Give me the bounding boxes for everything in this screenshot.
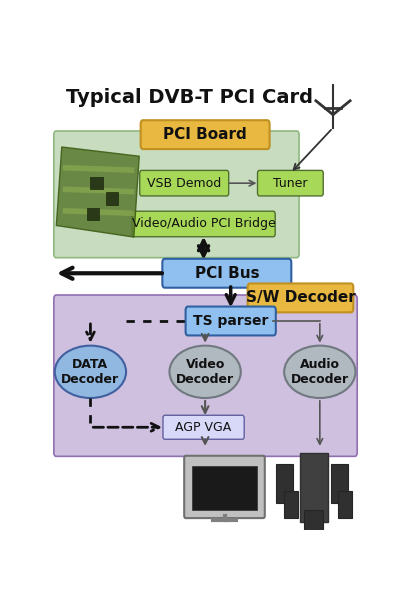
Text: Video/Audio PCI Bridge: Video/Audio PCI Bridge — [132, 218, 275, 231]
FancyBboxPatch shape — [247, 284, 353, 312]
Text: DATA
Decoder: DATA Decoder — [61, 358, 119, 386]
FancyBboxPatch shape — [54, 131, 299, 257]
Text: Typical DVB-T PCI Card: Typical DVB-T PCI Card — [67, 88, 314, 107]
FancyBboxPatch shape — [54, 295, 357, 457]
Text: Tuner: Tuner — [273, 176, 308, 190]
FancyBboxPatch shape — [87, 208, 99, 220]
Ellipse shape — [284, 346, 355, 398]
Text: PCI Bus: PCI Bus — [194, 266, 259, 281]
FancyBboxPatch shape — [163, 415, 244, 439]
FancyBboxPatch shape — [162, 259, 291, 288]
FancyBboxPatch shape — [331, 464, 348, 502]
Text: TS parser: TS parser — [193, 314, 268, 328]
Ellipse shape — [170, 346, 241, 398]
FancyBboxPatch shape — [276, 464, 294, 502]
FancyBboxPatch shape — [192, 465, 257, 510]
FancyBboxPatch shape — [284, 491, 298, 518]
Text: PCI Board: PCI Board — [163, 127, 247, 142]
FancyBboxPatch shape — [338, 491, 352, 518]
FancyBboxPatch shape — [90, 177, 103, 190]
Ellipse shape — [55, 346, 126, 398]
Text: Video
Decoder: Video Decoder — [176, 358, 234, 386]
Text: VSB Demod: VSB Demod — [147, 176, 221, 190]
Text: AGP VGA: AGP VGA — [176, 421, 232, 434]
FancyBboxPatch shape — [141, 120, 269, 149]
Polygon shape — [56, 147, 139, 237]
FancyBboxPatch shape — [140, 170, 229, 196]
Text: Audio
Decoder: Audio Decoder — [291, 358, 349, 386]
Text: S/W Decoder: S/W Decoder — [245, 290, 355, 305]
FancyBboxPatch shape — [186, 306, 276, 336]
FancyBboxPatch shape — [132, 211, 275, 237]
FancyBboxPatch shape — [257, 170, 323, 196]
FancyBboxPatch shape — [106, 193, 118, 205]
FancyBboxPatch shape — [300, 453, 328, 522]
FancyBboxPatch shape — [184, 456, 265, 518]
FancyBboxPatch shape — [304, 510, 323, 532]
